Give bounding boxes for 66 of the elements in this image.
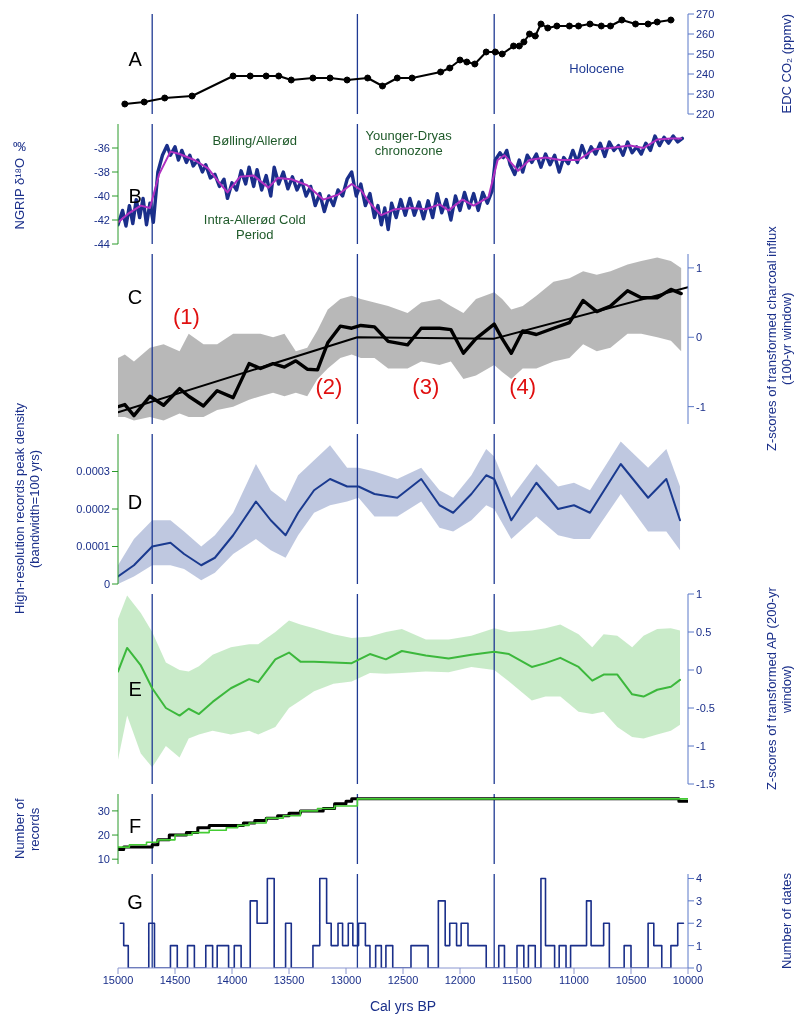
y-tick-label: -36 — [94, 141, 110, 154]
annotation: Younger-Dryas chronozone — [364, 128, 453, 159]
annotation: E — [128, 678, 142, 700]
y2-axis-title: Number of dates — [779, 871, 794, 972]
y-tick-label: -44 — [94, 237, 110, 250]
annotation: G — [127, 891, 143, 914]
y-tick-label: 0.0001 — [76, 540, 110, 553]
x-tick-label: 15000 — [102, 973, 134, 986]
annotation: (3) — [411, 373, 441, 399]
annotation: Bølling/Allerød — [211, 132, 299, 148]
x-tick-label: 11500 — [502, 973, 532, 986]
x-tick-label: 14500 — [159, 973, 191, 986]
y2-axis-title: Z-scores of transformed charcoal influx (100-yr window) — [764, 225, 794, 454]
x-tick-label: 10500 — [615, 973, 647, 986]
y-tick-label: 0.0002 — [76, 502, 110, 515]
annotation: (1) — [172, 303, 200, 329]
y2-tick-label: -0.5 — [696, 701, 715, 714]
y2-tick-label: -1.5 — [696, 777, 715, 790]
y-tick-label: -40 — [94, 189, 110, 202]
y2-axis-title: Z-scores of transformed AP (200-yr window) — [764, 586, 794, 793]
y-axis-title: NGRIP δ¹⁸O ‰ — [12, 137, 27, 232]
y2-tick-label: 0 — [696, 331, 703, 344]
annotation: (4) — [508, 373, 538, 399]
y2-tick-label: 1 — [696, 261, 703, 274]
y2-tick-label: 0 — [696, 961, 703, 974]
annotation: Holocene — [568, 60, 626, 76]
annotation: F — [128, 814, 142, 837]
y2-tick-label: 220 — [696, 107, 715, 120]
x-tick-label: 11000 — [559, 973, 589, 986]
y-tick-label: 0 — [103, 577, 110, 590]
y-axis-title: High-resolution records peak density (bandwidth=100 yrs) — [12, 402, 42, 617]
y2-tick-label: -1 — [696, 400, 706, 413]
x-tick-label: 12500 — [387, 973, 419, 986]
x-tick-label: 13500 — [273, 973, 305, 986]
y2-axis-title: EDC CO₂ (ppmv) — [779, 13, 794, 116]
y2-tick-label: 4 — [696, 872, 703, 885]
annotation: (2) — [314, 373, 344, 399]
annotation: Intra-Allerød Cold Period — [202, 212, 307, 243]
y-tick-label: -38 — [94, 165, 110, 178]
x-axis-title: Cal yrs BP — [368, 998, 438, 1014]
y2-tick-label: 240 — [696, 67, 715, 80]
y2-tick-label: 1 — [696, 939, 703, 952]
annotation: C — [127, 285, 143, 308]
y2-tick-label: 0.5 — [696, 625, 712, 638]
annotation: A — [128, 48, 142, 70]
annotation: D — [127, 490, 143, 513]
y2-tick-label: 260 — [696, 27, 715, 40]
y2-tick-label: 230 — [696, 87, 715, 100]
y-tick-label: 0.0003 — [76, 465, 110, 478]
y2-tick-label: 250 — [696, 47, 715, 60]
y-axis-title: Number of records — [12, 797, 42, 862]
x-tick-label: 13000 — [330, 973, 362, 986]
y2-tick-label: 270 — [696, 7, 715, 20]
y2-tick-label: 1 — [696, 587, 703, 600]
y2-tick-label: 0 — [696, 663, 703, 676]
y2-tick-label: 3 — [696, 894, 703, 907]
x-tick-label: 10000 — [672, 973, 704, 986]
y2-tick-label: 2 — [696, 917, 703, 930]
y2-tick-label: -1 — [696, 739, 706, 752]
x-tick-label: 12000 — [444, 973, 476, 986]
y-tick-label: 10 — [97, 853, 110, 866]
y-tick-label: 20 — [97, 828, 110, 841]
x-tick-label: 14000 — [216, 973, 248, 986]
y-tick-label: -42 — [94, 213, 110, 226]
y-tick-label: 30 — [97, 804, 110, 817]
annotation: B — [128, 185, 142, 207]
